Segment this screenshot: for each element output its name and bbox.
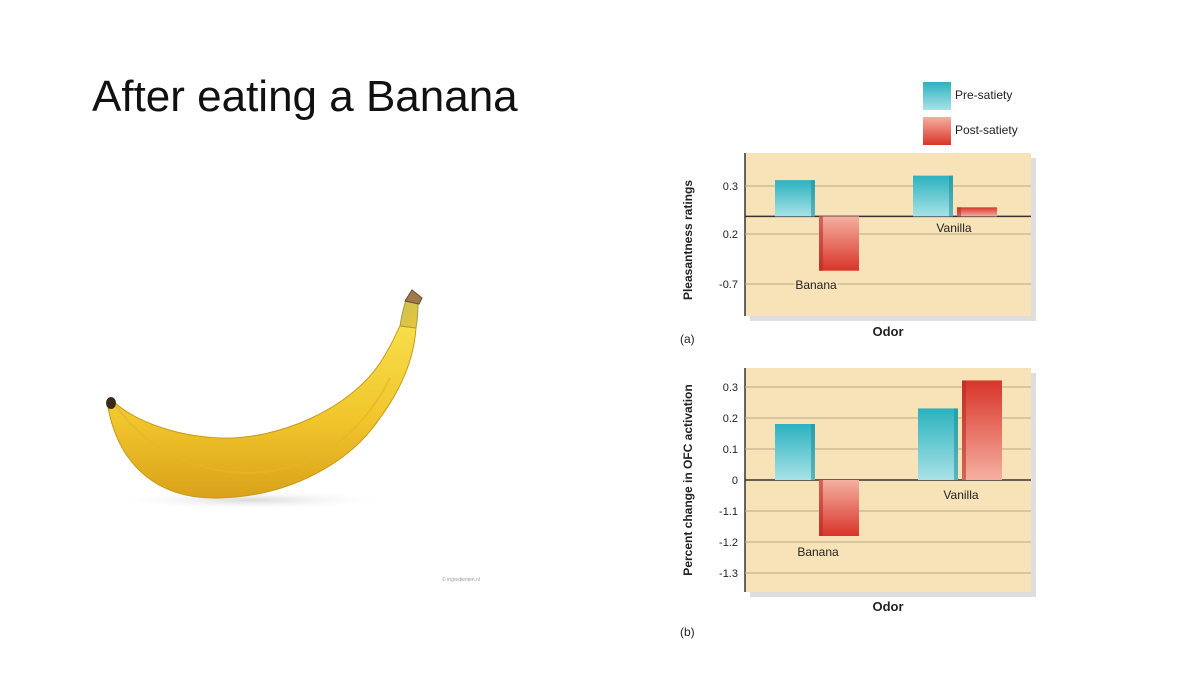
legend-post-swatch xyxy=(923,117,951,145)
chart-a-bar-edge xyxy=(811,180,815,217)
chart-a-xlabel: Odor xyxy=(872,324,903,339)
chart-a-bar-edge xyxy=(819,216,823,271)
chart-a-bar-edge xyxy=(949,175,953,217)
chart-a-ytick-label: 0.2 xyxy=(723,229,738,241)
chart-a-category-label: Banana xyxy=(795,278,837,292)
chart-b-bar-post-banana xyxy=(819,480,859,536)
chart-b-ytick-label: 0.3 xyxy=(723,382,738,394)
chart-b-ytick-label: -1.2 xyxy=(719,537,738,549)
chart-b-xlabel: Odor xyxy=(872,599,903,614)
chart-b-ytick-label: 0.2 xyxy=(723,413,738,425)
chart-b-ytick-label: 0.1 xyxy=(723,444,738,456)
chart-b-category-label: Vanilla xyxy=(943,488,978,502)
chart-a-category-label: Vanilla xyxy=(936,221,971,235)
chart-b-bar-edge xyxy=(819,480,823,536)
chart-b-bar-edge xyxy=(811,424,815,480)
chart-b-bar-post-vanilla xyxy=(962,380,1002,480)
chart-a-ytick-label: 0.3 xyxy=(723,181,738,193)
legend-pre-swatch xyxy=(923,82,951,110)
image-watermark: © ingredienten.nl xyxy=(442,576,480,583)
chart-a-ytick-label: -0.7 xyxy=(719,279,738,291)
chart-b-bar-edge xyxy=(954,408,958,480)
legend-post-label: Post-satiety xyxy=(955,123,1018,137)
chart-a-bar-post-vanilla xyxy=(957,207,997,217)
banana-body xyxy=(107,325,417,499)
chart-a-bar-edge xyxy=(957,207,961,217)
chart-a-ylabel: Pleasantness ratings xyxy=(681,180,695,300)
chart-b-ylabel: Percent change in OFC activation xyxy=(681,384,695,575)
figure: Pre-satiety Post-satiety 0.3 0.2 -0.7 Ba… xyxy=(670,70,1190,650)
chart-a-panel-label: (a) xyxy=(680,332,695,346)
chart-a-bar-post-banana xyxy=(819,216,859,271)
chart-a-bar-pre-vanilla xyxy=(913,175,953,217)
banana-ridge xyxy=(115,377,391,475)
chart-b-ytick-label: 0 xyxy=(732,475,738,487)
banana-stem-tip xyxy=(404,289,423,305)
chart-b-category-label: Banana xyxy=(797,545,839,559)
banana-shadow xyxy=(110,490,390,510)
slide-title: After eating a Banana xyxy=(92,72,518,121)
chart-a: 0.3 0.2 -0.7 Banana Vanilla Odor Pleasan… xyxy=(680,153,1036,346)
chart-b-panel-label: (b) xyxy=(680,625,695,639)
chart-a-bar-pre-banana xyxy=(775,180,815,217)
banana-tip xyxy=(106,397,116,409)
chart-b-ytick-label: -1.3 xyxy=(719,568,738,580)
banana-image: © ingredienten.nl xyxy=(50,268,495,590)
chart-b-ytick-label: -1.1 xyxy=(719,506,738,518)
legend-pre-label: Pre-satiety xyxy=(955,88,1012,102)
chart-b-bar-pre-vanilla xyxy=(918,408,958,480)
chart-b-bar-pre-banana xyxy=(775,424,815,480)
chart-b: 0.3 0.2 0.1 0 -1.1 -1.2 -1.3 Banana Vanilla Od… xyxy=(680,368,1036,639)
chart-b-bar-edge xyxy=(962,380,966,480)
